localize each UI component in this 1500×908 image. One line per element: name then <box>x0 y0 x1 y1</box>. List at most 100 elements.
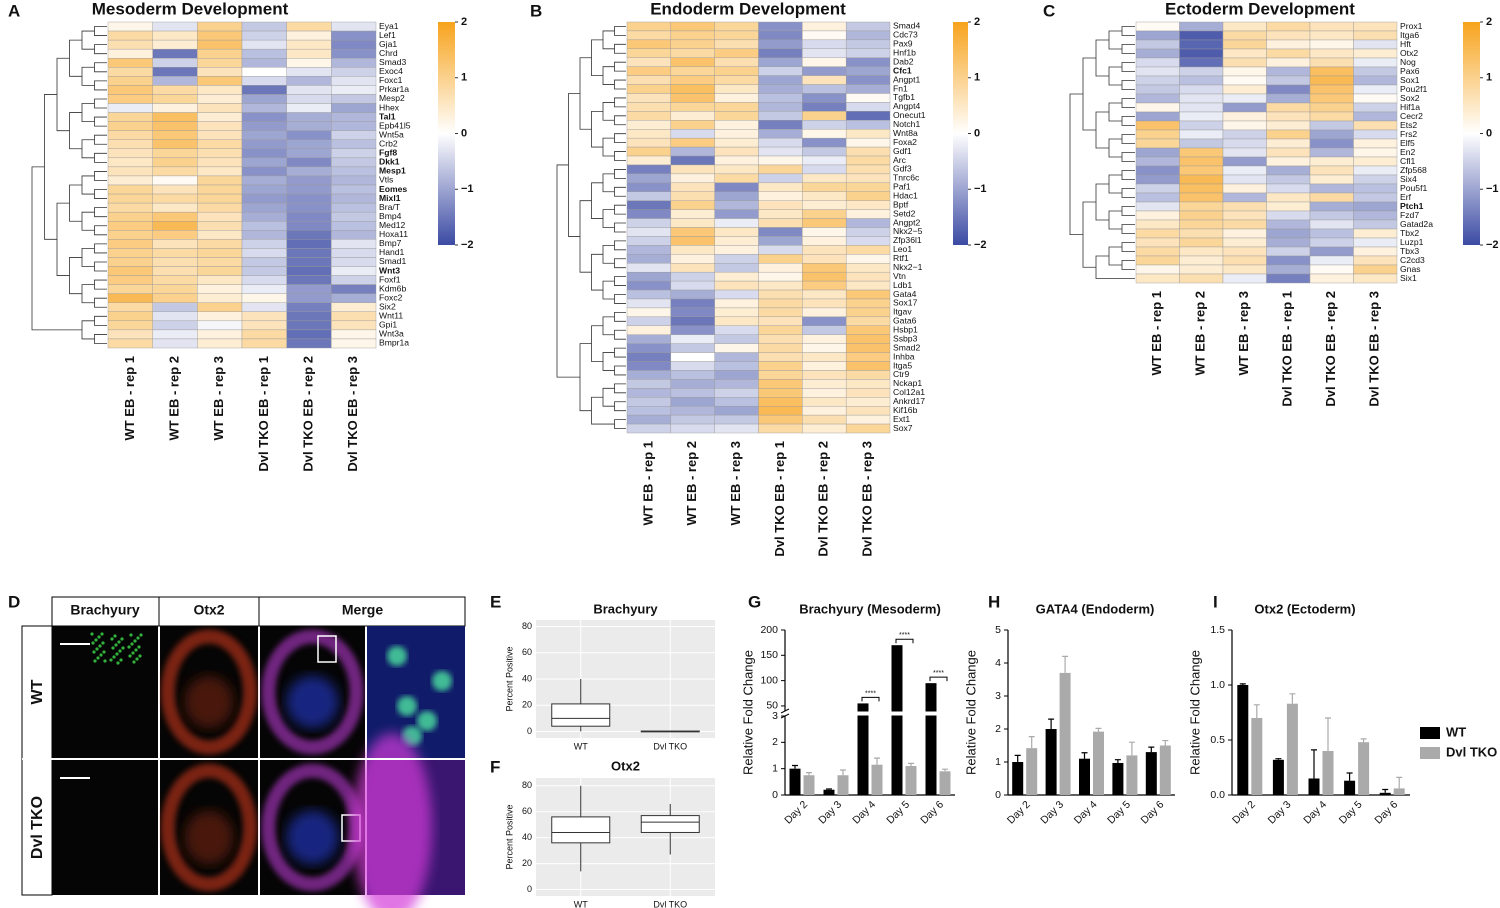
heatmap-cell <box>1135 237 1180 248</box>
heatmap-cell <box>626 155 672 166</box>
heatmap-cell <box>1309 201 1354 212</box>
legend-label: WT <box>1446 724 1466 739</box>
heatmap-cell <box>670 102 715 112</box>
heatmap-cell <box>197 148 243 159</box>
heatmap-cell <box>152 311 198 322</box>
heatmap-cell <box>670 146 715 157</box>
heatmap-cell <box>714 137 759 148</box>
heatmap-cell <box>670 218 715 228</box>
row-label: Bmp4 <box>379 211 402 221</box>
heatmap-cell <box>241 230 287 240</box>
dendrogram <box>602 173 615 193</box>
heatmap-cell <box>286 329 332 340</box>
heatmap-cell <box>1179 75 1224 86</box>
bar <box>925 683 937 795</box>
heatmap-cell <box>1179 39 1224 50</box>
panel-label: C <box>1043 1 1055 20</box>
heatmap-cell <box>331 338 377 349</box>
x-tick-label: Day 6 <box>918 798 946 826</box>
heatmap-cell <box>670 397 715 407</box>
heatmap-cell <box>802 57 847 67</box>
heatmap-cell <box>1222 39 1267 50</box>
heatmap-cell <box>107 67 153 77</box>
heatmap-cell <box>845 316 891 326</box>
dendrogram <box>1108 210 1122 230</box>
heatmap-cell <box>714 352 759 362</box>
heatmap-cell <box>286 103 332 113</box>
heatmap-cell <box>1179 30 1224 41</box>
heatmap-cell <box>286 266 332 276</box>
zoom-box <box>317 635 337 663</box>
heatmap-cell <box>802 164 847 175</box>
signal <box>94 638 98 642</box>
dendrogram <box>614 240 626 251</box>
heatmap-cell <box>241 211 287 222</box>
heatmap-cell <box>1135 219 1180 230</box>
heatmap-cell <box>626 218 672 228</box>
signal <box>118 649 122 653</box>
heatmap-cell <box>1309 39 1354 50</box>
dendrogram <box>614 204 626 215</box>
chart-title: Otx2 <box>611 758 640 773</box>
heatmap-cell <box>758 254 803 264</box>
heatmap-cell <box>331 302 377 312</box>
x-tick-label: Day 6 <box>1372 798 1400 826</box>
colorbar-tick-label: 0 <box>461 127 467 139</box>
heatmap-cell <box>197 184 243 195</box>
row-label: Paf1 <box>893 182 911 192</box>
heatmap-cell <box>758 75 803 85</box>
heatmap-cell <box>758 30 803 41</box>
heatmap-cell <box>1309 84 1354 95</box>
heatmap-cell <box>1309 30 1354 41</box>
heatmap-cell <box>331 76 377 86</box>
bar <box>1393 788 1405 795</box>
panel-label: A <box>8 1 20 20</box>
colorbar-tick-label: 2 <box>461 16 467 28</box>
dendrogram <box>614 79 626 90</box>
heatmap-cell <box>758 209 803 219</box>
dendrogram <box>1121 260 1135 270</box>
dendrogram <box>614 97 626 108</box>
heatmap-cell <box>626 146 672 157</box>
dendrogram <box>56 202 70 276</box>
heatmap-cell <box>626 414 672 425</box>
row-label: Elf5 <box>1400 138 1415 148</box>
heatmap-cell <box>802 75 847 85</box>
heatmap-cell <box>331 48 377 59</box>
heatmap-cell <box>802 66 847 76</box>
heatmap-cell <box>1309 66 1354 77</box>
dendrogram <box>568 93 580 237</box>
heatmap-cell <box>626 111 672 121</box>
heatmap-cell <box>241 48 287 59</box>
heatmap-cell <box>845 343 891 353</box>
heatmap-cell <box>1309 120 1354 131</box>
heatmap-cell <box>197 266 243 276</box>
error-bar <box>1095 727 1102 732</box>
row-label: Hdac1 <box>893 190 918 200</box>
heatmap-cell <box>1179 228 1224 239</box>
row-label: Zfp36l1 <box>893 235 922 245</box>
heatmap-cell <box>1222 120 1267 131</box>
heatmap-cell <box>802 129 847 139</box>
heatmap-cell <box>1222 273 1267 284</box>
significance-label: **** <box>933 670 944 677</box>
heatmap-cell <box>152 139 198 149</box>
signal <box>100 632 104 636</box>
heatmap-cell <box>1222 30 1267 41</box>
heatmap-cell <box>626 271 672 282</box>
heatmap-cell <box>714 370 759 380</box>
row-label: Med12 <box>379 220 405 230</box>
row-label: Tgfb1 <box>893 92 915 102</box>
colorbar <box>953 22 968 245</box>
dendrogram <box>1121 116 1135 126</box>
heatmap-cell <box>845 352 891 362</box>
heatmap-cell <box>758 280 803 291</box>
heatmap-cell <box>670 84 715 94</box>
heatmap-cell <box>626 191 672 201</box>
dendrogram <box>81 175 95 195</box>
heatmap-cell <box>331 103 377 113</box>
heatmap-cell <box>152 257 198 267</box>
heatmap-cell <box>152 85 198 95</box>
signal <box>131 651 135 655</box>
heatmap-cell <box>241 293 287 303</box>
